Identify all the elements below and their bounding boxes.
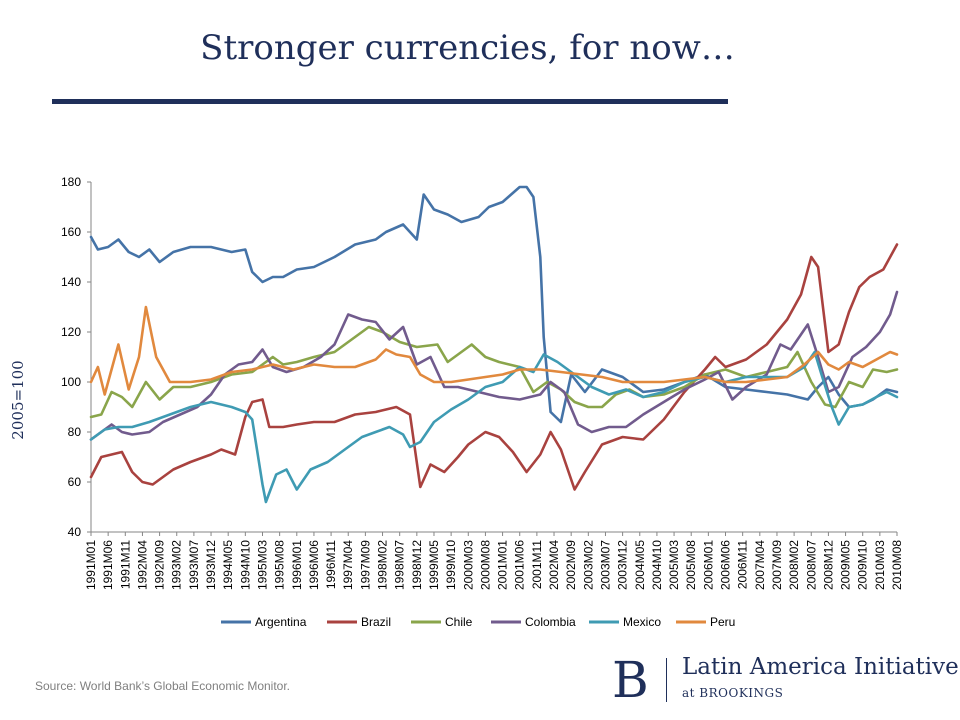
x-tick-label: 1993M02 (170, 540, 184, 590)
y-tick-label: 100 (61, 375, 81, 389)
x-tick-label: 1999M10 (444, 540, 458, 590)
x-tick-label: 2006M06 (719, 540, 733, 590)
x-tick-label: 1992M04 (135, 540, 149, 590)
x-tick-label: 2007M09 (770, 540, 784, 590)
x-tick-label: 1996M06 (307, 540, 321, 590)
x-tick-label: 2003M07 (598, 540, 612, 590)
legend-label-argentina: Argentina (255, 615, 307, 629)
x-tick-label: 2004M05 (633, 540, 647, 590)
series-line-peru (89, 305, 899, 396)
x-tick-label: 2003M12 (616, 540, 630, 590)
x-tick-label: 2002M09 (564, 540, 578, 590)
x-tick-label: 1998M07 (393, 540, 407, 590)
x-tick-label: 2005M03 (667, 540, 681, 590)
x-tick-label: 1994M10 (238, 540, 252, 590)
x-tick-label: 1998M12 (410, 540, 424, 590)
x-tick-label: 2000M08 (478, 540, 492, 590)
x-tick-label: 1991M11 (118, 540, 132, 589)
x-tick-label: 1995M03 (255, 540, 269, 590)
series-line-chile (89, 325, 899, 419)
x-tick-label: 1996M01 (290, 540, 304, 590)
x-tick-label: 1991M01 (84, 540, 98, 590)
logo-divider (666, 658, 667, 702)
x-tick-label: 1991M06 (101, 540, 115, 590)
x-tick-label: 2006M01 (701, 540, 715, 590)
y-tick-label: 40 (68, 525, 82, 539)
legend-label-colombia: Colombia (525, 615, 576, 629)
line-chart: 40 60 80 100 120 140 160 180 1991M01 1991M06 1991M… (61, 175, 904, 629)
x-tick-label: 2001M01 (496, 540, 510, 590)
x-tick-label: 1997M09 (358, 540, 372, 590)
x-tick-label: 1999M05 (427, 540, 441, 590)
y-tick-label: 140 (61, 275, 81, 289)
x-tick-label: 1993M12 (204, 540, 218, 590)
x-tick-label: 2008M07 (804, 540, 818, 590)
legend-label-chile: Chile (445, 615, 473, 629)
series-line-colombia (89, 290, 899, 441)
logo-mark: B (612, 651, 649, 709)
legend-label-peru: Peru (710, 615, 735, 629)
x-tick-label: 2007M04 (753, 540, 767, 590)
x-tick-label: 2008M02 (787, 540, 801, 590)
y-tick-label: 160 (61, 225, 81, 239)
x-tick-label: 2000M03 (461, 540, 475, 590)
x-tick-label: 1997M04 (341, 540, 355, 590)
x-tick-label: 2001M06 (513, 540, 527, 590)
title-underline (52, 99, 728, 104)
x-tick-label: 1996M11 (324, 540, 338, 589)
x-tick-label: 2002M04 (547, 540, 561, 590)
series-line-brazil (89, 243, 899, 491)
x-tick-label: 2006M11 (736, 540, 750, 589)
x-tick-label: 2009M10 (856, 540, 870, 590)
x-tick-label: 1994M05 (221, 540, 235, 590)
x-tick-label: 1998M02 (376, 540, 390, 590)
logo-title: Latin America Initiative (682, 654, 959, 680)
brookings-logo: B Latin America Initiative at BROOKINGS (612, 651, 959, 709)
series-line-argentina (89, 185, 899, 424)
x-tick-label: 2003M02 (581, 540, 595, 590)
source-note: Source: World Bank’s Global Economic Mon… (35, 679, 291, 693)
y-tick-label: 180 (61, 175, 81, 189)
x-tick-label: 2010M08 (890, 540, 904, 590)
x-tick-label: 2004M10 (650, 540, 664, 590)
logo-subtitle: at BROOKINGS (682, 686, 784, 700)
x-tick-label: 1993M07 (187, 540, 201, 590)
x-tick-label: 1995M08 (273, 540, 287, 590)
y-tick-label: 60 (68, 475, 82, 489)
y-tick-label: 80 (68, 425, 82, 439)
x-tick-label: 2008M12 (821, 540, 835, 590)
x-tick-label: 2009M05 (839, 540, 853, 590)
x-tick-label: 2001M11 (530, 540, 544, 589)
x-tick-label: 1992M09 (153, 540, 167, 590)
series-line-mexico (89, 350, 899, 504)
x-tick-label: 2010M03 (873, 540, 887, 590)
slide-title: Stronger currencies, for now… (200, 28, 735, 68)
legend-label-brazil: Brazil (361, 615, 391, 629)
x-tick-label: 2005M08 (684, 540, 698, 590)
y-tick-label: 120 (61, 325, 81, 339)
legend-label-mexico: Mexico (623, 615, 661, 629)
